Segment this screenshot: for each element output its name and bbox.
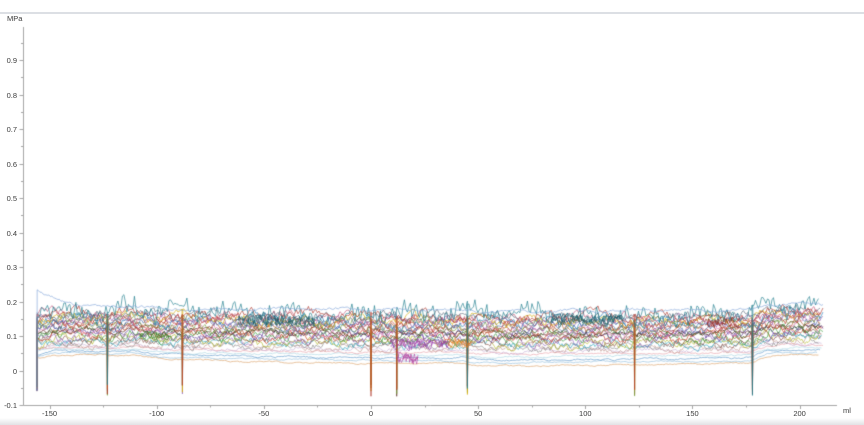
x-tick-label: -50	[258, 409, 270, 418]
x-tick-label: 0	[368, 409, 374, 418]
y-tick-label: 0.6	[6, 159, 17, 169]
y-tick-label: -0.1	[4, 401, 17, 410]
x-tick-label: 150	[686, 409, 699, 418]
y-axis-unit-label: MPa	[7, 14, 23, 23]
x-axis-unit-label: ml	[843, 406, 851, 415]
y-tick-label: 0.9	[6, 56, 17, 65]
x-tick-label: 100	[579, 409, 592, 418]
bottom-shadow	[0, 418, 864, 425]
y-tick-label: 0.1	[6, 332, 17, 341]
y-tick-label: 0.3	[6, 263, 17, 272]
y-tick-label: 0.5	[6, 194, 17, 203]
y-tick-label: 0.8	[6, 90, 17, 100]
y-tick-label: 0.4	[6, 228, 17, 238]
x-tick-label: -100	[149, 409, 165, 418]
x-tick-label: 50	[473, 409, 483, 418]
y-tick-label: 0	[12, 366, 17, 376]
y-tick-label: 0.2	[6, 297, 17, 307]
y-tick-label: 0.7	[6, 125, 17, 134]
x-tick-label: -150	[42, 409, 58, 418]
x-tick-label: 200	[793, 409, 806, 418]
